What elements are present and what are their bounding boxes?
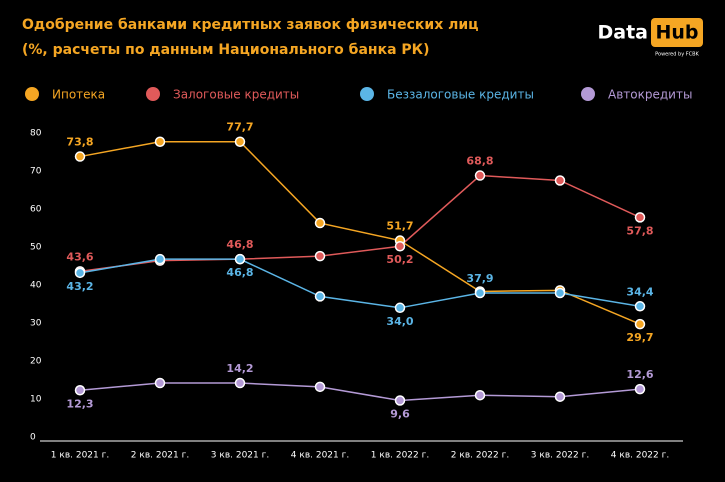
data-label: 68,8 — [466, 155, 493, 168]
data-point — [554, 287, 566, 299]
data-point — [234, 136, 246, 147]
data-point — [394, 302, 406, 314]
data-label: 9,6 — [390, 408, 410, 421]
data-label: 46,8 — [226, 266, 253, 279]
series-line — [79, 140, 641, 325]
legend-marker — [25, 87, 39, 101]
legend-label: Автокредиты — [608, 88, 692, 102]
data-point — [74, 267, 86, 279]
chart-subtitle: (%, расчеты по данным Национального банк… — [22, 42, 430, 58]
data-point — [634, 212, 646, 223]
data-label: 46,8 — [226, 238, 253, 251]
data-point — [554, 391, 566, 402]
data-label: 12,3 — [66, 397, 93, 410]
y-tick-label: 60 — [30, 205, 42, 215]
data-label: 73,8 — [66, 136, 93, 149]
x-tick-label: 4 кв. 2022 г. — [611, 451, 669, 461]
data-point — [394, 240, 406, 252]
data-point — [314, 217, 326, 229]
data-point — [154, 136, 166, 147]
x-tick-label: 3 кв. 2022 г. — [531, 451, 589, 461]
chart-title: Одобрение банками кредитных заявок физич… — [22, 17, 479, 33]
data-point — [474, 287, 486, 299]
data-label: 37,9 — [466, 272, 493, 285]
x-tick-label: 1 кв. 2021 г. — [51, 451, 109, 461]
series-line — [79, 174, 641, 273]
y-tick-label: 30 — [30, 319, 42, 329]
data-point — [154, 377, 166, 389]
data-point — [314, 381, 326, 393]
data-label: 14,2 — [226, 362, 253, 375]
y-tick-label: 10 — [30, 395, 42, 405]
y-tick-label: 20 — [30, 357, 42, 367]
legend-label: Беззалоговые кредиты — [387, 88, 534, 102]
logo-right: Hub — [655, 22, 698, 44]
legend-label: Ипотека — [52, 88, 105, 102]
data-label: 34,0 — [386, 315, 413, 328]
data-label: 77,7 — [226, 121, 253, 134]
data-label: 57,8 — [626, 224, 653, 237]
data-point — [234, 377, 246, 389]
logo-left: Data — [598, 22, 649, 44]
data-point — [394, 395, 406, 406]
x-tick-label: 4 кв. 2021 г. — [291, 451, 349, 461]
legend-marker — [360, 87, 374, 101]
data-point — [474, 170, 486, 181]
data-label: 50,2 — [386, 253, 413, 266]
x-tick-label: 2 кв. 2022 г. — [451, 451, 509, 461]
data-point — [634, 301, 646, 312]
data-label: 51,7 — [386, 220, 413, 233]
data-label: 43,6 — [66, 250, 93, 263]
data-point — [234, 253, 246, 265]
series-line — [79, 258, 641, 309]
legend-marker — [581, 87, 595, 101]
x-tick-label: 1 кв. 2022 г. — [371, 451, 429, 461]
data-label: 34,4 — [626, 285, 653, 298]
data-point — [314, 291, 326, 302]
series-line — [79, 382, 641, 402]
data-point — [474, 389, 486, 401]
data-label: 12,6 — [626, 368, 653, 381]
data-label: 43,2 — [66, 280, 93, 293]
y-tick-label: 50 — [30, 243, 42, 253]
data-point — [74, 151, 86, 162]
legend-marker — [146, 87, 160, 101]
x-tick-label: 3 кв. 2021 г. — [211, 451, 269, 461]
y-tick-label: 0 — [30, 433, 36, 443]
legend-label: Залоговые кредиты — [173, 88, 299, 102]
logo-note: Powered by FCBK — [655, 52, 699, 58]
y-tick-label: 80 — [30, 129, 42, 139]
data-point — [314, 250, 326, 262]
data-point — [154, 253, 166, 265]
data-point — [634, 383, 646, 395]
logo-box — [651, 18, 703, 47]
y-tick-label: 70 — [30, 167, 42, 177]
data-label: 29,7 — [626, 331, 653, 344]
data-point — [554, 175, 566, 186]
data-point — [74, 385, 86, 396]
x-tick-label: 2 кв. 2021 г. — [131, 451, 189, 461]
y-tick-label: 40 — [30, 281, 42, 291]
data-point — [634, 318, 646, 330]
